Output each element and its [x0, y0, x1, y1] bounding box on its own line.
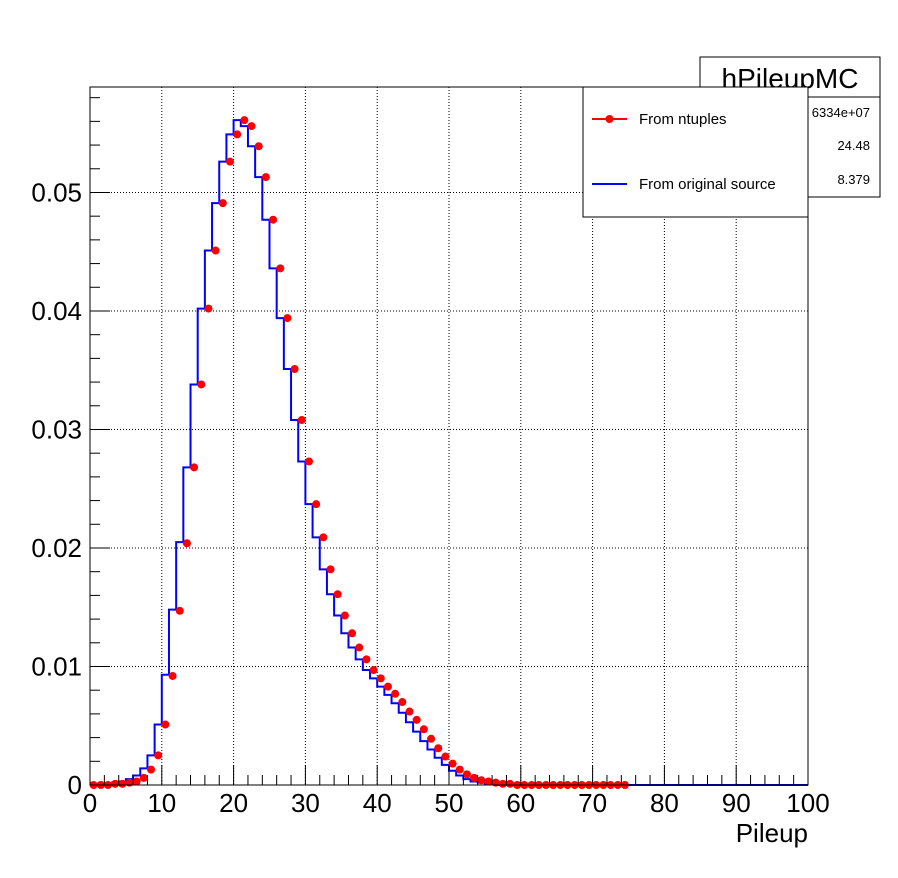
legend: From ntuples From original source	[582, 86, 809, 218]
legend-label-ntuples: From ntuples	[639, 111, 727, 128]
x-tick-label: 80	[650, 788, 679, 818]
data-point	[312, 500, 321, 509]
y-tick-label: 0.01	[31, 651, 82, 681]
data-point	[233, 130, 242, 139]
data-point	[319, 533, 328, 542]
data-point	[283, 314, 292, 323]
data-point	[362, 655, 371, 664]
x-tick-label: 90	[722, 788, 751, 818]
data-point	[240, 116, 249, 125]
stats-row-value: 6334e+07	[812, 105, 870, 120]
data-point	[391, 689, 400, 698]
data-point	[427, 734, 436, 743]
x-tick-label: 0	[83, 788, 97, 818]
y-tick-label: 0.03	[31, 414, 82, 444]
stats-row-value: 8.379	[837, 172, 870, 187]
data-point	[376, 674, 385, 683]
x-axis-label: Pileup	[736, 818, 808, 848]
x-tick-label: 50	[435, 788, 464, 818]
data-point	[247, 122, 256, 131]
series-from-ntuples	[89, 116, 629, 789]
data-point	[297, 416, 306, 425]
data-point	[506, 779, 515, 788]
x-tick-label: 70	[578, 788, 607, 818]
data-point	[132, 777, 141, 786]
data-point	[369, 666, 378, 675]
data-point	[470, 773, 479, 782]
data-point	[168, 671, 177, 680]
y-tick-label: 0.02	[31, 533, 82, 563]
data-point	[355, 643, 364, 652]
legend-label-original-source: From original source	[639, 176, 776, 193]
y-tick-label: 0	[68, 770, 82, 800]
data-point	[348, 629, 357, 638]
data-point	[197, 380, 206, 389]
data-point	[434, 744, 443, 753]
data-point	[147, 765, 156, 774]
data-point	[462, 770, 471, 779]
data-point	[290, 365, 299, 374]
data-point	[161, 720, 170, 729]
data-point	[204, 304, 213, 313]
data-point	[261, 173, 270, 182]
data-point	[441, 752, 450, 761]
axes: 0 10 20 30 40 50 60 70 80 90 100 0 0.01 0.02 0.03 0.04 0…	[31, 97, 830, 818]
data-point	[226, 157, 235, 166]
stats-row-value: 24.48	[837, 138, 870, 153]
data-point	[340, 611, 349, 620]
data-point	[154, 751, 163, 760]
data-point	[448, 759, 457, 768]
data-point	[304, 457, 313, 466]
data-point	[455, 765, 464, 774]
data-point	[182, 539, 191, 548]
y-tick-label: 0.05	[31, 177, 82, 207]
x-tick-label: 10	[147, 788, 176, 818]
grid-lines	[90, 87, 808, 785]
data-point	[254, 142, 263, 151]
data-point	[111, 779, 120, 788]
data-point	[398, 698, 407, 707]
data-point	[190, 463, 199, 472]
x-tick-label: 20	[219, 788, 248, 818]
data-point	[383, 682, 392, 691]
data-point	[118, 779, 127, 788]
data-point	[175, 606, 184, 615]
data-point	[269, 215, 278, 224]
data-point	[333, 590, 342, 599]
x-tick-label: 30	[291, 788, 320, 818]
legend-box	[582, 86, 809, 218]
data-point	[326, 565, 335, 574]
data-point	[276, 264, 285, 273]
data-point	[419, 725, 428, 734]
x-tick-label: 40	[363, 788, 392, 818]
x-tick-label: 100	[786, 788, 829, 818]
data-point	[405, 707, 414, 716]
data-point	[139, 773, 148, 782]
legend-marker-ntuples	[605, 115, 614, 123]
data-point	[211, 246, 220, 255]
data-point	[484, 777, 493, 786]
data-point	[412, 715, 421, 724]
y-tick-label: 0.04	[31, 296, 82, 326]
data-point	[477, 776, 486, 785]
data-point	[498, 779, 507, 788]
x-tick-label: 60	[506, 788, 535, 818]
data-point	[218, 199, 227, 208]
